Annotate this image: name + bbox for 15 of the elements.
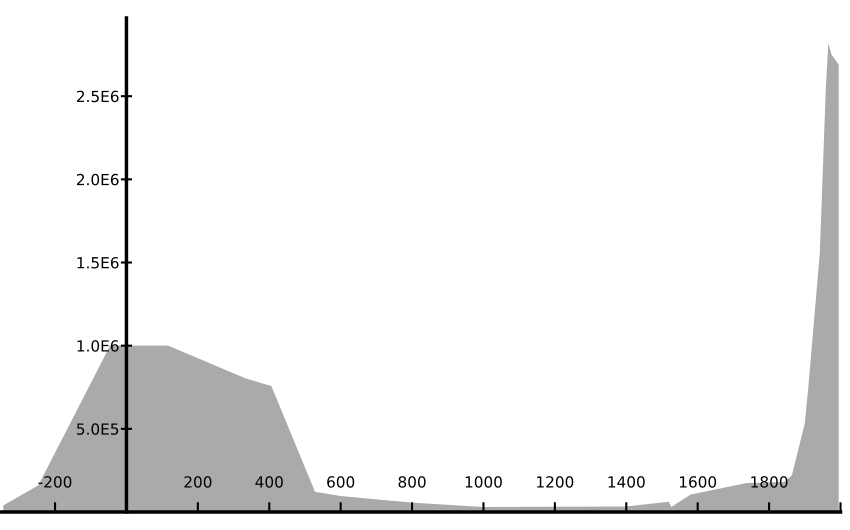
- x-tick-label: 600: [327, 476, 354, 488]
- x-tick-label: 400: [255, 476, 283, 488]
- y-tick-label: 1.5E6: [78, 256, 119, 269]
- x-tick-label: -200: [38, 476, 72, 488]
- x-tick-label: 1600: [680, 476, 716, 488]
- y-tick-label: 2.5E6: [76, 90, 119, 102]
- y-tick-label: 1.0E6: [78, 340, 119, 352]
- y-tick-label: 5.0E5: [77, 423, 118, 435]
- x-tick-label: 1200: [537, 476, 574, 488]
- x-tick-label: 200: [184, 476, 212, 488]
- x-tick-label: 1800: [751, 476, 788, 488]
- x-tick-label: 1400: [608, 476, 645, 488]
- x-tick-label: 1000: [466, 476, 502, 488]
- y-tick-label: 2.0E6: [76, 174, 119, 186]
- x-tick-label: 800: [398, 476, 426, 488]
